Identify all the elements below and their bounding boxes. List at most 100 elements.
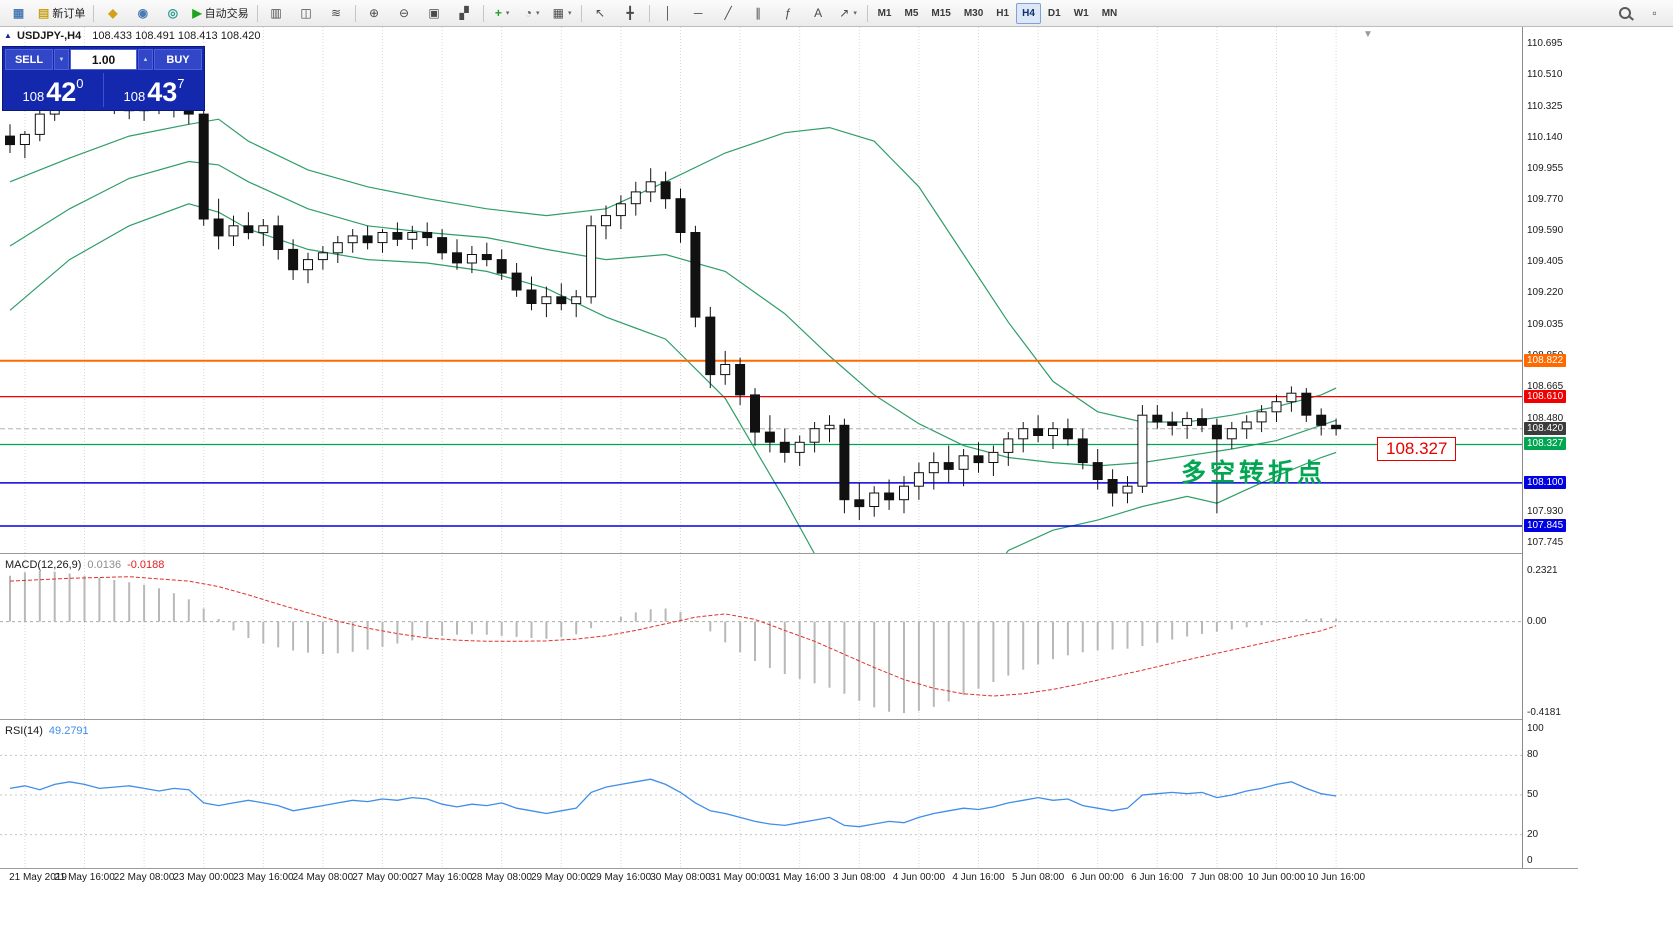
macd-panel[interactable] bbox=[0, 556, 1522, 719]
chart-text-annotation[interactable]: 多空转折点 bbox=[1181, 459, 1327, 487]
time-axis-label: 31 May 00:00 bbox=[709, 872, 771, 883]
sell-price-pipette: 0 bbox=[76, 76, 84, 91]
price-axis-label: 109.405 bbox=[1527, 256, 1564, 268]
channel-button[interactable]: ∥ bbox=[744, 2, 773, 25]
panel-separator[interactable] bbox=[0, 719, 1578, 720]
trendline-button[interactable]: ╱ bbox=[714, 2, 743, 25]
cursor-button[interactable]: ↖ bbox=[586, 2, 615, 25]
horizontal-line-button[interactable]: ─ bbox=[684, 2, 713, 25]
market-watch-icon: ◎ bbox=[167, 6, 179, 20]
time-axis-label: 10 Jun 00:00 bbox=[1247, 872, 1306, 883]
new-order-button[interactable]: ▤ 新订单 bbox=[34, 2, 89, 25]
price-axis-label: 108.480 bbox=[1527, 412, 1564, 424]
bar-chart-button[interactable]: ▥ bbox=[262, 2, 291, 25]
price-axis-label: 107.745 bbox=[1527, 536, 1564, 548]
volume-decrease-button[interactable]: ▼ bbox=[54, 49, 69, 70]
horizontal-lines bbox=[0, 359, 1522, 527]
buy-button[interactable]: BUY bbox=[154, 49, 202, 70]
window-menu-button[interactable]: ▫ bbox=[1640, 2, 1669, 25]
buy-price-pips: 43 bbox=[147, 77, 178, 108]
cursor-icon: ↖ bbox=[595, 6, 606, 20]
toolbar-separator bbox=[256, 4, 258, 22]
rsi-panel[interactable] bbox=[0, 722, 1522, 868]
price-marker-108.610: 108.610 bbox=[1524, 389, 1567, 403]
macd-main-value: 0.0136 bbox=[87, 559, 122, 571]
bollinger-middle-line bbox=[9, 160, 1337, 467]
volume-increase-button[interactable]: ▲ bbox=[138, 49, 153, 70]
sell-price[interactable]: 108 42 0 bbox=[5, 72, 101, 108]
line-chart-button[interactable]: ≋ bbox=[322, 2, 351, 25]
timeframe-m15-button[interactable]: M15 bbox=[931, 7, 951, 19]
vertical-line-button[interactable]: │ bbox=[654, 2, 683, 25]
text-label-button[interactable]: A bbox=[804, 2, 833, 25]
templates-button[interactable]: ▦ ▾ bbox=[548, 2, 577, 25]
arrange-windows-button[interactable]: ▞ bbox=[450, 2, 479, 25]
timeframe-d1-button[interactable]: D1 bbox=[1047, 7, 1061, 19]
volume-input[interactable] bbox=[70, 49, 137, 70]
timeframe-m1-button[interactable]: M1 bbox=[877, 7, 892, 19]
time-axis-label: 24 May 08:00 bbox=[292, 872, 354, 883]
chart-shift-marker-icon[interactable]: ▼ bbox=[1363, 29, 1373, 40]
price-axis-label: 109.590 bbox=[1527, 224, 1564, 236]
trendline-icon: ╱ bbox=[724, 6, 732, 20]
charts-list-button[interactable]: ◆ bbox=[98, 2, 127, 25]
new-order-button-label: 新订单 bbox=[52, 8, 86, 20]
market-watch-button[interactable]: ◎ bbox=[158, 2, 187, 25]
macd-signal-line bbox=[9, 576, 1337, 697]
tile-windows-button[interactable]: ▣ bbox=[420, 2, 449, 25]
sell-price-base: 108 bbox=[22, 89, 45, 104]
one-click-collapse-arrow-icon[interactable]: ▲ bbox=[4, 31, 12, 40]
auto-trading-button[interactable]: ▶ 自动交易 bbox=[188, 2, 252, 25]
search-button[interactable] bbox=[1610, 2, 1639, 25]
profiles-button[interactable]: ◉ bbox=[128, 2, 157, 25]
sell-button[interactable]: SELL bbox=[5, 49, 53, 70]
toolbar-separator bbox=[93, 4, 95, 22]
timeframe-m30-button[interactable]: M30 bbox=[963, 7, 984, 19]
toolbar-separator bbox=[580, 4, 582, 22]
price-chart[interactable] bbox=[0, 27, 1522, 553]
buy-price[interactable]: 108 43 7 bbox=[106, 72, 202, 108]
dropdown-caret-icon: ▾ bbox=[535, 10, 540, 17]
candlestick-chart-button[interactable]: ◫ bbox=[292, 2, 321, 25]
candlestick-chart-icon: ◫ bbox=[300, 6, 312, 20]
bollinger-upper-line bbox=[9, 118, 1337, 423]
bollinger-lower-line bbox=[9, 203, 1337, 553]
price-marker-107.845: 107.845 bbox=[1524, 518, 1567, 532]
timeframe-mn-button[interactable]: MN bbox=[1101, 7, 1118, 19]
price-axis[interactable]: 110.695 110.510 110.325 110.140 109.955 109.7… bbox=[1522, 27, 1673, 868]
zoom-in-button[interactable]: ⊕ bbox=[360, 2, 389, 25]
text-label-icon: A bbox=[814, 6, 823, 20]
zoom-out-button[interactable]: ⊖ bbox=[390, 2, 419, 25]
symbol-name: USDJPY-,H4 bbox=[17, 30, 82, 42]
price-axis-label: 109.955 bbox=[1527, 163, 1564, 175]
zoom-in-icon: ⊕ bbox=[369, 6, 380, 20]
rsi-axis-label: 0 bbox=[1527, 855, 1533, 866]
time-axis-label: 3 Jun 08:00 bbox=[833, 872, 886, 883]
periods-button[interactable]: ◔ ▾ bbox=[518, 2, 547, 25]
new-chart-button[interactable]: ▦ bbox=[4, 2, 33, 25]
rsi-value: 49.2791 bbox=[48, 725, 89, 737]
timeframe-h1-button[interactable]: H1 bbox=[996, 7, 1010, 19]
panel-separator[interactable] bbox=[0, 553, 1578, 554]
time-axis[interactable]: 21 May 2019 21 May 16:00 22 May 08:00 23 Ma… bbox=[0, 869, 1522, 891]
channel-icon: ∥ bbox=[755, 6, 762, 20]
timeframe-w1-button[interactable]: W1 bbox=[1073, 7, 1089, 19]
trade-panel-prices: 108 42 0 108 43 7 bbox=[5, 72, 202, 108]
toolbar-separator bbox=[648, 4, 650, 22]
crosshair-button[interactable]: ╋ bbox=[616, 2, 645, 25]
triangle-down-icon: ▼ bbox=[58, 56, 65, 63]
timeframe-h4-button[interactable]: H4 bbox=[1016, 2, 1041, 24]
fibonacci-button[interactable]: ƒ bbox=[774, 2, 803, 25]
chart-window: 110.695 110.510 110.325 110.140 109.955 109.7… bbox=[0, 27, 1673, 951]
price-axis-label: 110.695 bbox=[1527, 37, 1563, 49]
timeframe-m5-button[interactable]: M5 bbox=[904, 7, 919, 19]
toolbar-separator bbox=[866, 4, 868, 22]
horizontal-line-icon: ─ bbox=[693, 6, 703, 20]
time-axis-label: 6 Jun 16:00 bbox=[1131, 872, 1184, 883]
time-axis-label: 4 Jun 16:00 bbox=[952, 872, 1005, 883]
candles-layer bbox=[5, 80, 1342, 521]
arrow-objects-button[interactable]: ↗ ▾ bbox=[834, 2, 863, 25]
dropdown-caret-icon: ▾ bbox=[567, 10, 572, 17]
indicators-button[interactable]: + ▾ bbox=[488, 2, 517, 25]
price-callout-label[interactable]: 108.327 bbox=[1377, 437, 1457, 461]
